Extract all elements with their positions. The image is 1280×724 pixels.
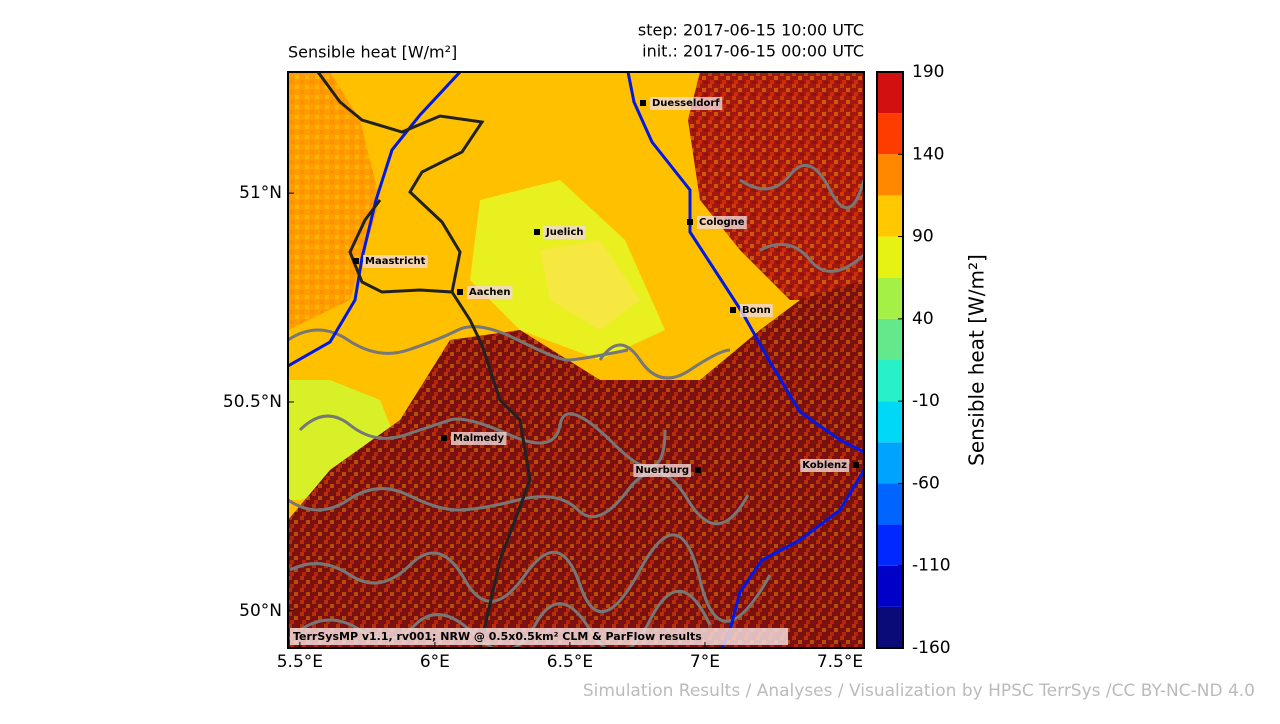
step-time: step: 2017-06-15 10:00 UTC — [638, 21, 864, 40]
city-label-box — [633, 464, 691, 477]
colorbar-tick-label: -110 — [912, 556, 951, 576]
city-marker — [534, 229, 540, 235]
city-label-box — [451, 432, 507, 445]
city-label-box — [740, 304, 773, 317]
y-tick-label: 51°N — [239, 183, 282, 203]
map-field: Duesseldorf Cologne Juelich Maastricht Aache… — [288, 72, 864, 648]
borders — [316, 72, 532, 648]
x-tick-label: 6.5°E — [547, 652, 593, 672]
city-marker — [457, 289, 463, 295]
field-south-texture — [288, 280, 864, 648]
city-marker — [853, 462, 859, 468]
colorbar-band — [877, 277, 903, 319]
colorbar-band — [877, 483, 903, 525]
contour — [288, 470, 750, 526]
city-label-box — [650, 97, 723, 110]
colorbar: -160 -110 -60 -10 40 90 140 190 — [876, 62, 951, 658]
city-label: Bonn — [742, 305, 771, 316]
city-label: Maastricht — [365, 256, 426, 267]
city-label: Aachen — [469, 287, 510, 298]
city-marker — [730, 307, 736, 313]
colorbar-frame — [876, 71, 904, 649]
cities: Duesseldorf Cologne Juelich Maastricht Aache… — [353, 97, 859, 477]
colorbar-band — [877, 72, 903, 114]
colorbar-band — [877, 360, 903, 402]
city-label: Cologne — [699, 217, 745, 228]
colorbar-band — [877, 401, 903, 443]
colorbar-tick-label: 90 — [912, 227, 934, 247]
city-marker — [353, 258, 359, 264]
colorbar-label: Sensible heat [W/m²] — [965, 254, 989, 466]
y-tick-label: 50°N — [239, 601, 282, 621]
contour — [598, 343, 731, 380]
city-label-box — [363, 255, 428, 268]
city-marker — [695, 467, 701, 473]
city-marker — [687, 219, 693, 225]
contour — [288, 325, 629, 362]
city-marker — [640, 100, 646, 106]
city-label: Koblenz — [802, 460, 847, 471]
colorbar-band — [877, 318, 903, 360]
border — [316, 72, 485, 294]
contour — [289, 533, 772, 623]
river-rhine — [626, 72, 864, 454]
x-tick-label: 7°E — [690, 652, 720, 672]
map-frame — [287, 71, 865, 649]
city-marker — [441, 435, 447, 441]
city-label: Juelich — [545, 227, 584, 238]
colorbar-band — [877, 195, 903, 237]
colorbar-tick-label: 190 — [912, 62, 944, 82]
city-label-box — [800, 459, 850, 472]
axes: 5.5°E 6°E 6.5°E 7°E 7.5°E 50°N 50.5°N 51°N — [223, 183, 863, 672]
contour — [298, 412, 667, 469]
border — [450, 291, 532, 648]
colorbar-tick-label: -10 — [912, 391, 940, 411]
y-tick-label: 50.5°N — [223, 392, 282, 412]
x-tick-label: 7.5°E — [817, 652, 863, 672]
city-label: Duesseldorf — [652, 98, 720, 109]
contour — [739, 164, 864, 273]
init-time: init.: 2017-06-15 00:00 UTC — [642, 42, 864, 61]
colorbar-band — [877, 442, 903, 484]
city-label: Nuerburg — [635, 465, 689, 476]
footer-credit: Simulation Results / Analyses / Visualiz… — [583, 681, 1255, 701]
colorbar-tick-label: 140 — [912, 144, 944, 164]
colorbar-band — [877, 113, 903, 155]
map-title: Sensible heat [W/m²] — [288, 43, 457, 62]
city-label-box — [697, 216, 747, 229]
city-label: Malmedy — [453, 433, 504, 444]
city-label-box — [467, 286, 513, 299]
colorbar-band — [877, 565, 903, 607]
x-tick-label: 5.5°E — [277, 652, 323, 672]
colorbar-band — [877, 154, 903, 196]
x-tick-label: 6°E — [420, 652, 450, 672]
colorbar-tick-label: 40 — [912, 309, 934, 329]
colorbar-band — [877, 524, 903, 566]
colorbar-tick-label: -160 — [912, 638, 951, 658]
colorbar-band — [877, 606, 903, 648]
credit-box — [290, 628, 788, 645]
field-center-light — [540, 240, 640, 330]
colorbar-tick-label: -60 — [912, 473, 940, 493]
credit: TerrSysMP v1.1, rv001; NRW @ 0.5x0.5km² … — [293, 630, 702, 643]
city-label-box — [543, 226, 586, 239]
colorbar-band — [877, 236, 903, 278]
river-maas — [288, 72, 462, 368]
